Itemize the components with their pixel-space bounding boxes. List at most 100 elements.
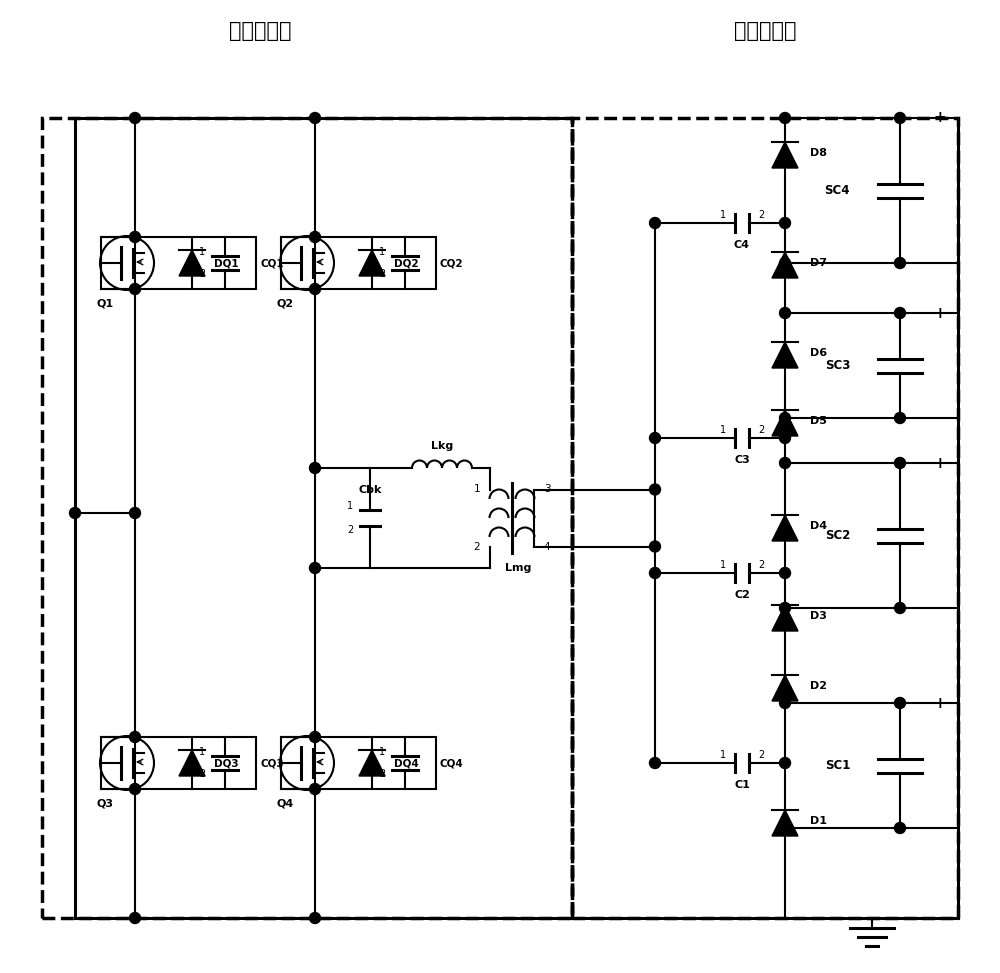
Text: 2: 2	[347, 525, 353, 535]
Circle shape	[780, 258, 790, 269]
Circle shape	[780, 113, 790, 124]
Circle shape	[70, 508, 81, 519]
Text: 1: 1	[720, 210, 726, 220]
Text: Cbk: Cbk	[358, 485, 382, 495]
Circle shape	[650, 758, 660, 769]
Circle shape	[895, 413, 906, 423]
Text: +: +	[934, 455, 946, 471]
Polygon shape	[772, 252, 798, 278]
Circle shape	[130, 783, 141, 795]
Text: 2: 2	[379, 769, 385, 779]
Polygon shape	[359, 750, 385, 776]
Text: 1: 1	[199, 247, 205, 257]
Circle shape	[780, 413, 790, 423]
Circle shape	[895, 602, 906, 614]
Text: Q2: Q2	[276, 299, 294, 309]
Text: D4: D4	[810, 521, 827, 531]
Text: 2: 2	[758, 425, 764, 435]
Text: CQ2: CQ2	[440, 258, 464, 268]
Text: 1: 1	[379, 247, 385, 257]
Polygon shape	[359, 250, 385, 276]
Polygon shape	[179, 750, 205, 776]
Text: SC3: SC3	[825, 359, 850, 372]
Polygon shape	[772, 342, 798, 368]
Text: CQ4: CQ4	[440, 758, 464, 768]
Text: C1: C1	[734, 780, 750, 790]
Text: 4: 4	[544, 542, 550, 552]
Text: Q4: Q4	[276, 799, 294, 809]
Polygon shape	[772, 810, 798, 836]
Text: 1: 1	[720, 560, 726, 570]
Circle shape	[780, 433, 790, 444]
Circle shape	[310, 562, 321, 573]
Text: Q3: Q3	[97, 799, 114, 809]
Circle shape	[780, 758, 790, 769]
Text: D7: D7	[810, 258, 827, 268]
Circle shape	[895, 698, 906, 708]
Text: CQ3: CQ3	[260, 758, 284, 768]
Circle shape	[895, 258, 906, 269]
Text: 1: 1	[199, 747, 205, 757]
Bar	[101, 237, 256, 289]
Bar	[281, 237, 436, 289]
Text: D2: D2	[810, 681, 827, 691]
Circle shape	[650, 541, 660, 552]
Circle shape	[130, 732, 141, 742]
Text: 2: 2	[758, 210, 764, 220]
Circle shape	[310, 783, 321, 795]
Polygon shape	[772, 605, 798, 631]
Text: SC1: SC1	[825, 759, 850, 772]
Text: D1: D1	[810, 816, 827, 826]
Text: C2: C2	[734, 590, 750, 600]
Text: 2: 2	[474, 542, 480, 552]
Circle shape	[650, 218, 660, 229]
Circle shape	[895, 457, 906, 469]
Circle shape	[780, 822, 790, 834]
Circle shape	[130, 283, 141, 295]
Circle shape	[780, 307, 790, 318]
Circle shape	[310, 913, 321, 923]
Circle shape	[310, 113, 321, 124]
Polygon shape	[179, 250, 205, 276]
Text: Lkg: Lkg	[431, 441, 453, 451]
Circle shape	[895, 822, 906, 834]
Text: SC2: SC2	[825, 529, 850, 542]
Circle shape	[130, 113, 141, 124]
Text: 2: 2	[199, 269, 205, 279]
Text: 2: 2	[758, 560, 764, 570]
Circle shape	[895, 307, 906, 318]
Circle shape	[130, 913, 141, 923]
Polygon shape	[772, 142, 798, 168]
Text: 1: 1	[379, 747, 385, 757]
Text: D8: D8	[810, 148, 827, 158]
Text: CQ1: CQ1	[260, 258, 284, 268]
Text: 2: 2	[758, 750, 764, 760]
Text: SC4: SC4	[824, 184, 850, 197]
Circle shape	[130, 508, 141, 519]
Text: +: +	[934, 111, 946, 126]
Polygon shape	[772, 675, 798, 701]
Bar	[101, 737, 256, 789]
Circle shape	[310, 732, 321, 742]
Text: Lmg: Lmg	[505, 563, 531, 573]
Text: 1: 1	[720, 750, 726, 760]
Circle shape	[780, 567, 790, 579]
Text: 全桥逆变器: 全桥逆变器	[229, 21, 291, 41]
Polygon shape	[772, 410, 798, 436]
Text: 2: 2	[199, 769, 205, 779]
Text: 1: 1	[720, 425, 726, 435]
Circle shape	[310, 232, 321, 242]
Text: D5: D5	[810, 416, 827, 426]
Circle shape	[780, 457, 790, 469]
Text: +: +	[934, 306, 946, 320]
Circle shape	[310, 283, 321, 295]
Circle shape	[780, 218, 790, 229]
Circle shape	[310, 462, 321, 474]
Text: DQ4: DQ4	[394, 758, 419, 768]
Circle shape	[650, 433, 660, 444]
Circle shape	[130, 232, 141, 242]
Text: +: +	[934, 696, 946, 710]
Text: D3: D3	[810, 611, 827, 621]
Circle shape	[780, 698, 790, 708]
Circle shape	[895, 113, 906, 124]
